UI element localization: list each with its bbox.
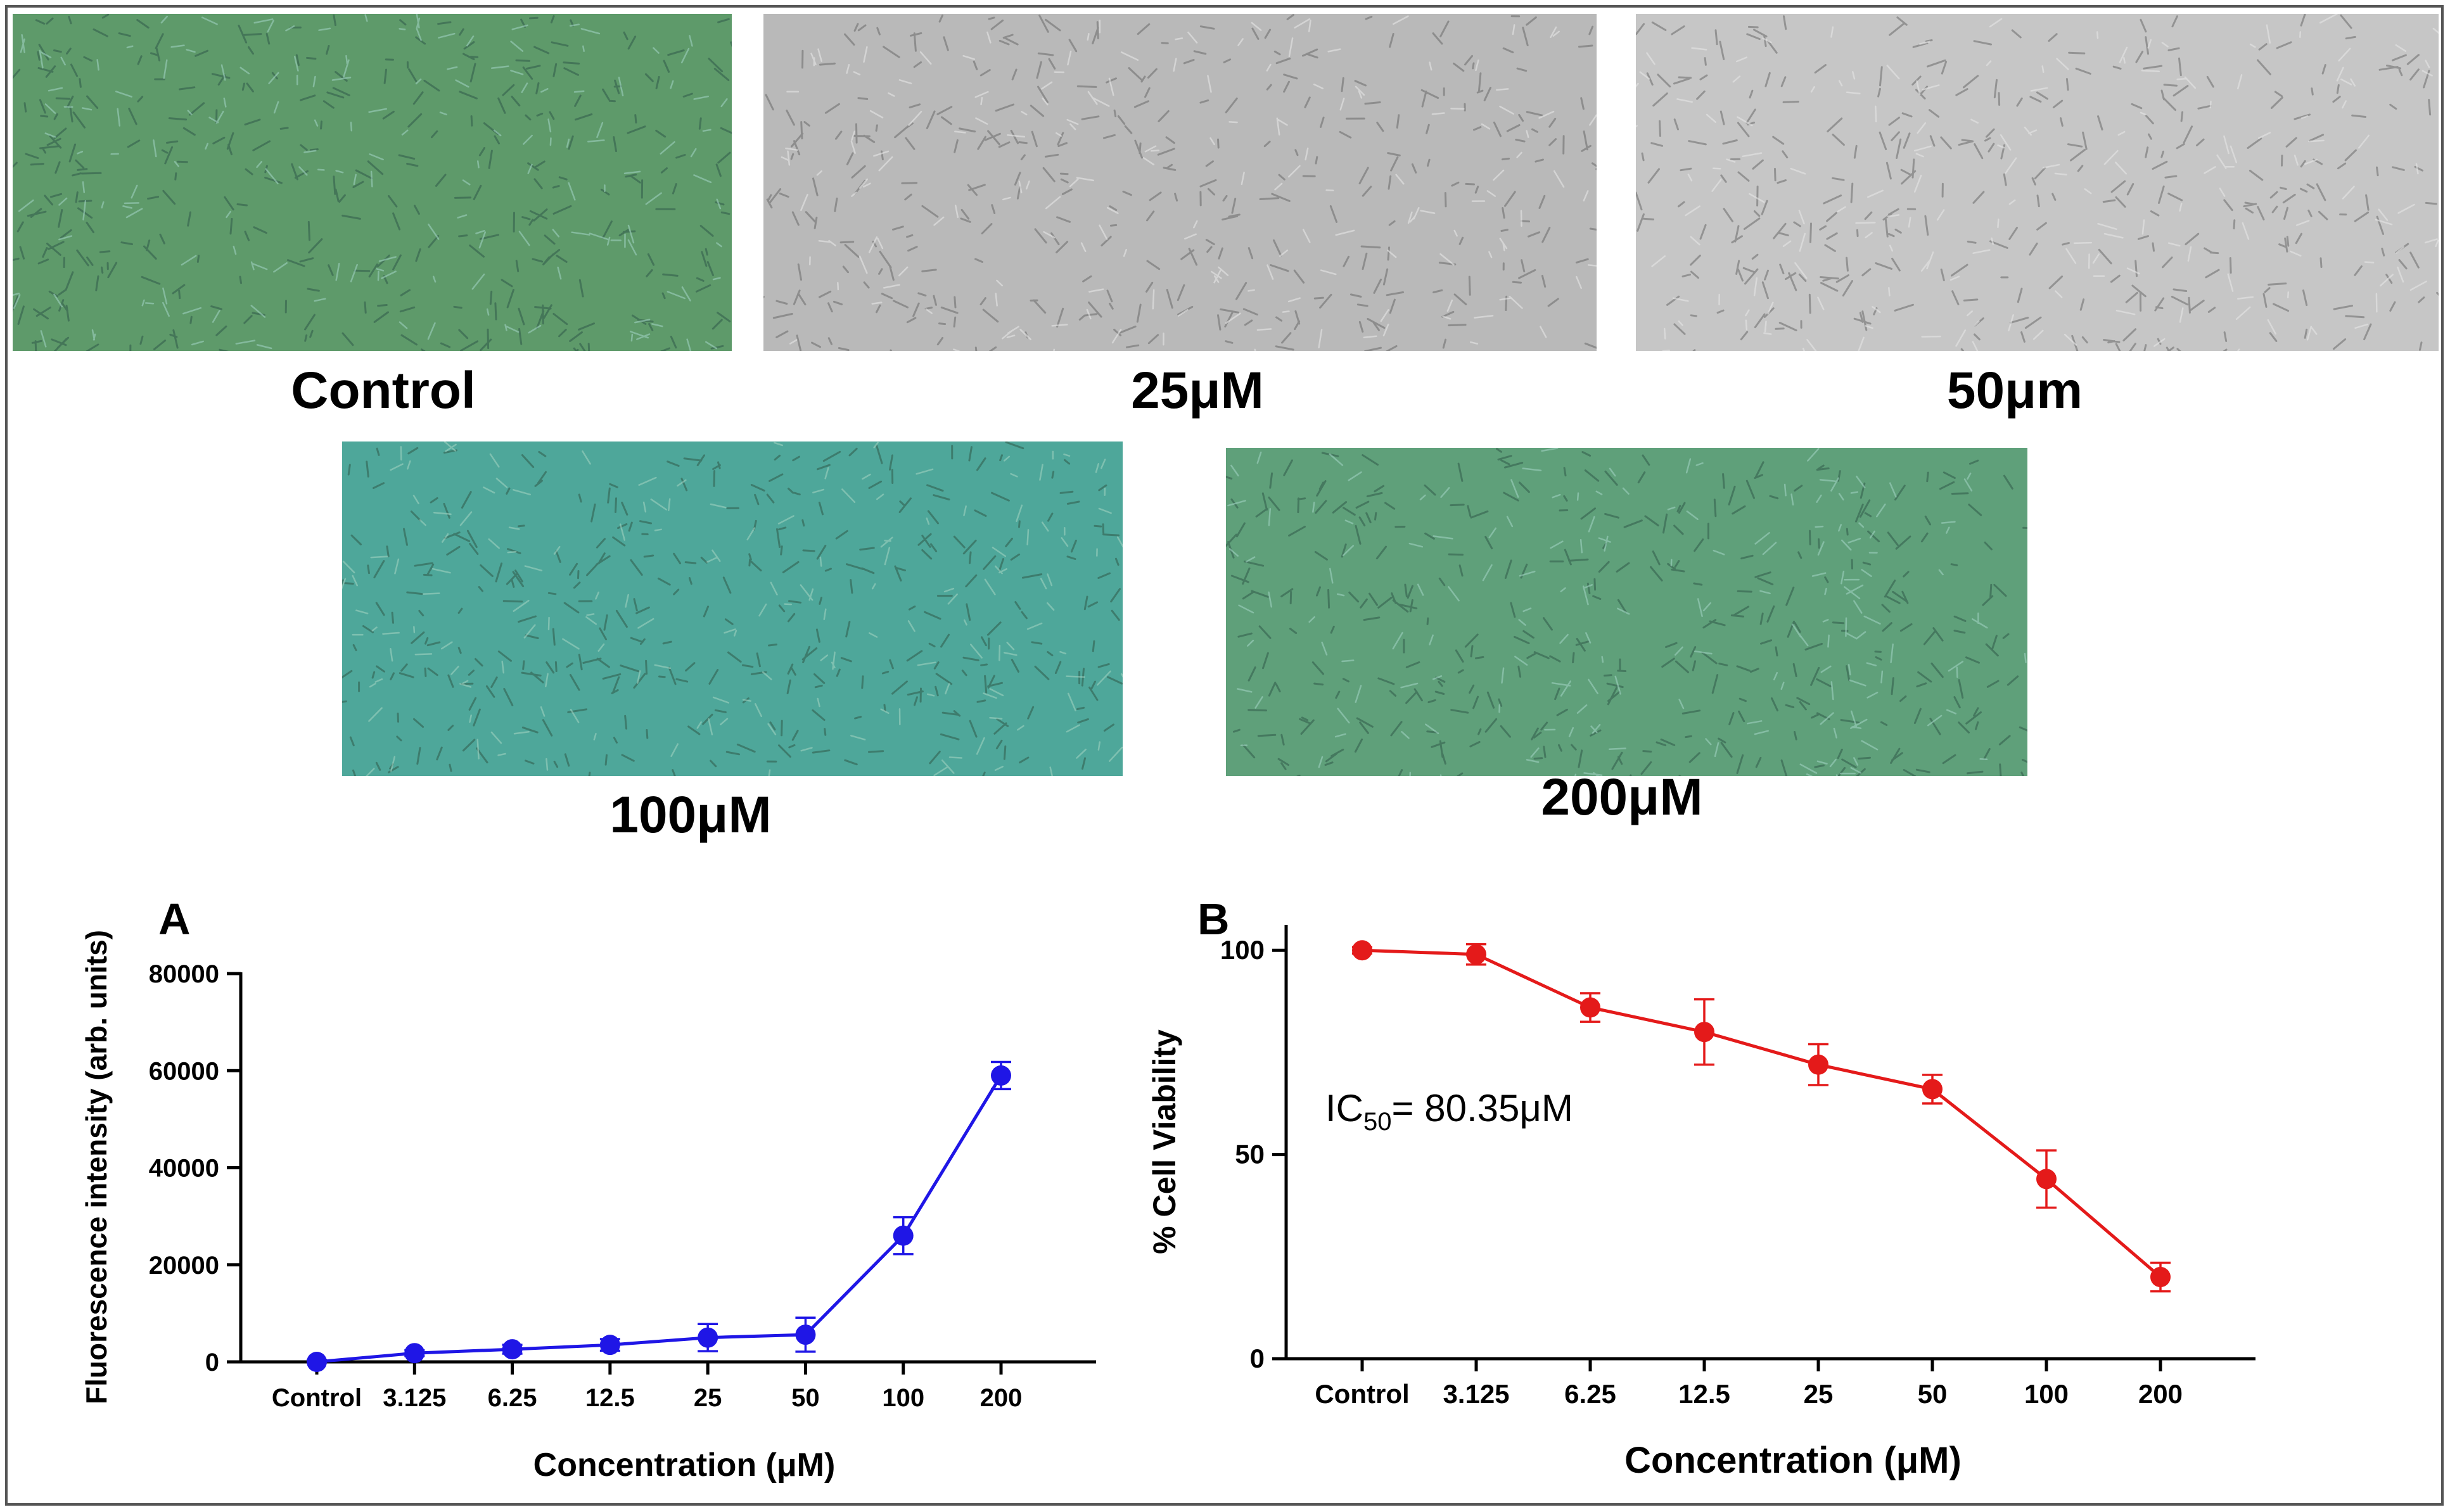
micrograph-50um [1636, 14, 2439, 351]
caption-25um: 25μM [1131, 362, 1264, 419]
micrograph-200um [1226, 448, 2027, 776]
micrograph-background [763, 14, 1597, 351]
micrograph-texture [1226, 448, 2027, 776]
micrograph-texture [342, 442, 1123, 776]
micrograph-texture [763, 14, 1597, 351]
micrograph-texture [1636, 14, 2439, 351]
cell-highlights [781, 15, 1597, 351]
micrograph-25um [763, 14, 1597, 351]
cell-strokes [1226, 448, 2027, 776]
cell-strokes [13, 14, 732, 351]
caption-100um: 100μM [609, 786, 772, 844]
micrograph-background [1636, 14, 2439, 351]
cell-highlights [13, 14, 728, 351]
micrograph-background [342, 442, 1123, 776]
micrograph-texture [13, 14, 732, 351]
figure-frame [5, 5, 2444, 1506]
cell-highlights [1636, 14, 2439, 351]
caption-200um: 200μM [1541, 768, 1703, 826]
cell-highlights [1227, 448, 2027, 776]
caption-control: Control [291, 362, 476, 419]
cell-strokes [763, 14, 1597, 351]
cell-highlights [342, 442, 1123, 776]
micrograph-control [13, 14, 732, 351]
caption-50um: 50μm [1946, 362, 2083, 419]
micrograph-100um [342, 442, 1123, 776]
